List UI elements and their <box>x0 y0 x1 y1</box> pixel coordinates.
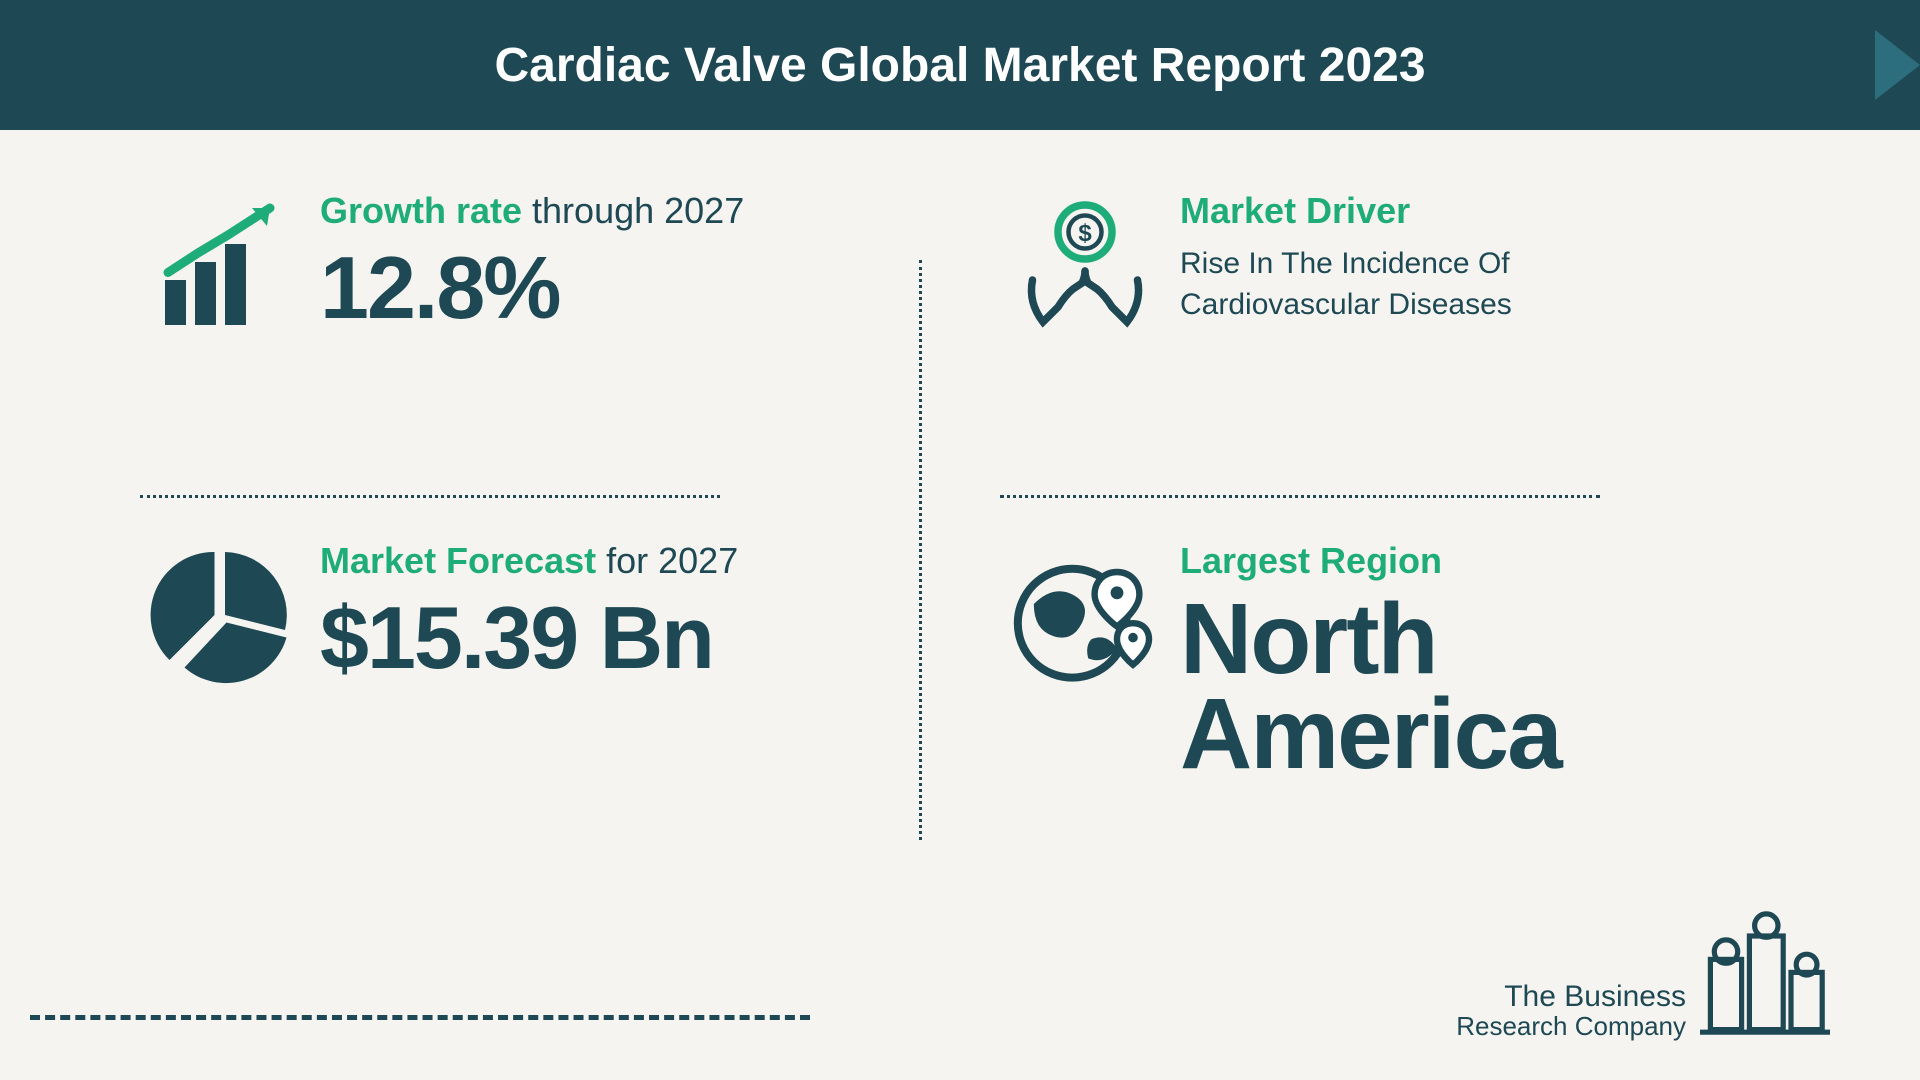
company-logo: The Business Research Company <box>1456 910 1830 1040</box>
growth-label: Growth rate through 2027 <box>320 190 900 232</box>
region-label: Largest Region <box>1180 540 1700 582</box>
page-title: Cardiac Valve Global Market Report 2023 <box>494 38 1425 93</box>
region-text-box: Largest Region North America <box>1170 540 1700 782</box>
growth-label-accent: Growth rate <box>320 190 522 231</box>
growth-label-rest: through 2027 <box>522 190 744 231</box>
vertical-divider <box>900 190 940 870</box>
forecast-label-rest: for 2027 <box>596 540 738 581</box>
main-content: Growth rate through 2027 12.8% $ <box>0 130 1920 950</box>
forecast-cell: Market Forecast for 2027 $15.39 Bn <box>140 510 900 870</box>
header-bar: Cardiac Valve Global Market Report 2023 <box>0 0 1920 130</box>
dotted-divider-icon <box>919 260 922 840</box>
logo-text: The Business Research Company <box>1456 981 1686 1040</box>
info-grid: Growth rate through 2027 12.8% $ <box>140 190 1840 870</box>
region-value: North America <box>1180 592 1700 782</box>
dashed-divider-icon <box>30 1015 810 1020</box>
driver-text: Rise In The Incidence Of Cardiovascular … <box>1180 244 1700 325</box>
forecast-label-accent: Market Forecast <box>320 540 596 581</box>
driver-cell: $ Market Driver Rise In The Incidence Of… <box>940 190 1700 490</box>
logo-line1: The Business <box>1456 981 1686 1013</box>
forecast-value: $15.39 Bn <box>320 592 900 684</box>
header-arrow-icon <box>1875 30 1920 100</box>
growth-cell: Growth rate through 2027 12.8% <box>140 190 900 490</box>
forecast-label: Market Forecast for 2027 <box>320 540 900 582</box>
hands-dollar-icon: $ <box>1000 190 1170 340</box>
dotted-divider-icon <box>1000 495 1600 498</box>
region-cell: Largest Region North America <box>940 510 1700 870</box>
forecast-text: Market Forecast for 2027 $15.39 Bn <box>310 540 900 684</box>
dotted-divider-icon <box>140 495 720 498</box>
driver-label: Market Driver <box>1180 190 1700 232</box>
driver-text-box: Market Driver Rise In The Incidence Of C… <box>1170 190 1700 325</box>
pie-chart-icon <box>140 540 310 690</box>
growth-text: Growth rate through 2027 12.8% <box>310 190 900 334</box>
globe-pin-icon <box>1000 540 1170 700</box>
region-line2: America <box>1180 678 1561 790</box>
svg-text:$: $ <box>1078 220 1092 247</box>
logo-buildings-icon <box>1700 910 1830 1040</box>
growth-value: 12.8% <box>320 242 900 334</box>
growth-chart-icon <box>140 190 310 340</box>
logo-line2: Research Company <box>1456 1013 1686 1040</box>
